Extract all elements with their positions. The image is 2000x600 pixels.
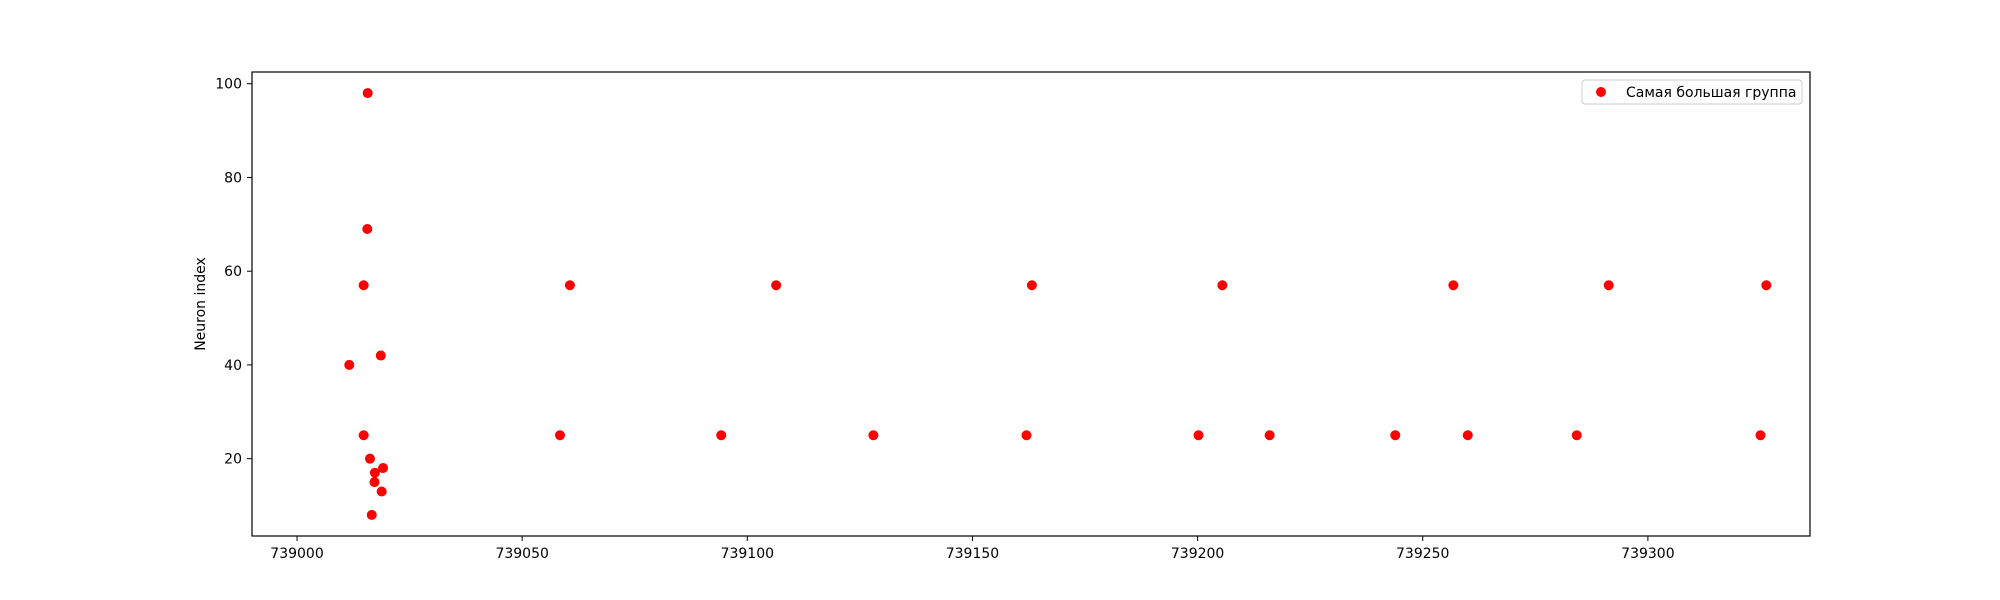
y-tick-label: 80	[224, 170, 242, 186]
data-point	[1761, 280, 1772, 291]
data-point	[344, 359, 355, 370]
data-point	[378, 463, 389, 474]
data-points	[344, 88, 1772, 520]
data-point	[1021, 430, 1032, 441]
plot-frame	[251, 71, 1811, 537]
x-tick-label: 739000	[270, 546, 323, 562]
data-point	[868, 430, 879, 441]
data-point	[364, 453, 375, 464]
y-tick-label: 40	[224, 358, 242, 374]
y-axis-label: Neuron index	[193, 257, 209, 351]
data-point	[716, 430, 727, 441]
data-point	[375, 350, 386, 361]
data-point	[362, 224, 373, 235]
data-point	[358, 430, 369, 441]
data-point	[1193, 430, 1204, 441]
y-tick-label: 60	[224, 264, 242, 280]
x-tick-label: 739150	[946, 546, 999, 562]
x-tick-label: 739050	[495, 546, 548, 562]
plot-area	[252, 72, 1810, 536]
data-point	[376, 486, 387, 497]
legend-label: Самая большая группа	[1626, 85, 1796, 101]
data-point	[1462, 430, 1473, 441]
data-point	[369, 467, 380, 478]
data-point	[1264, 430, 1275, 441]
y-axis-label-group: Neuron index	[193, 257, 209, 351]
x-tick-label: 739200	[1171, 546, 1224, 562]
data-point	[1448, 280, 1459, 291]
x-tick-label: 739250	[1396, 546, 1449, 562]
legend-box	[1581, 79, 1803, 105]
data-point	[1026, 280, 1037, 291]
x-axis-ticks: 739000 739050 739100 739150 739200 739250 7393…	[270, 536, 1675, 562]
data-point	[358, 280, 369, 291]
data-point	[1390, 430, 1401, 441]
legend-marker	[1596, 87, 1606, 97]
data-point	[1217, 280, 1228, 291]
data-point	[554, 430, 565, 441]
data-point	[564, 280, 575, 291]
data-point	[362, 88, 373, 99]
data-point	[1755, 430, 1766, 441]
data-point	[1603, 280, 1614, 291]
x-tick-label: 739300	[1621, 546, 1674, 562]
data-point	[771, 280, 782, 291]
x-tick-label: 739100	[721, 546, 774, 562]
data-point	[1571, 430, 1582, 441]
y-tick-label: 20	[224, 452, 242, 468]
data-point	[366, 509, 377, 520]
y-tick-label: 100	[215, 77, 242, 93]
y-axis-ticks: 20 40 60 80 100	[215, 77, 252, 468]
data-point	[369, 477, 380, 488]
legend: Самая большая группа	[1581, 79, 1803, 105]
